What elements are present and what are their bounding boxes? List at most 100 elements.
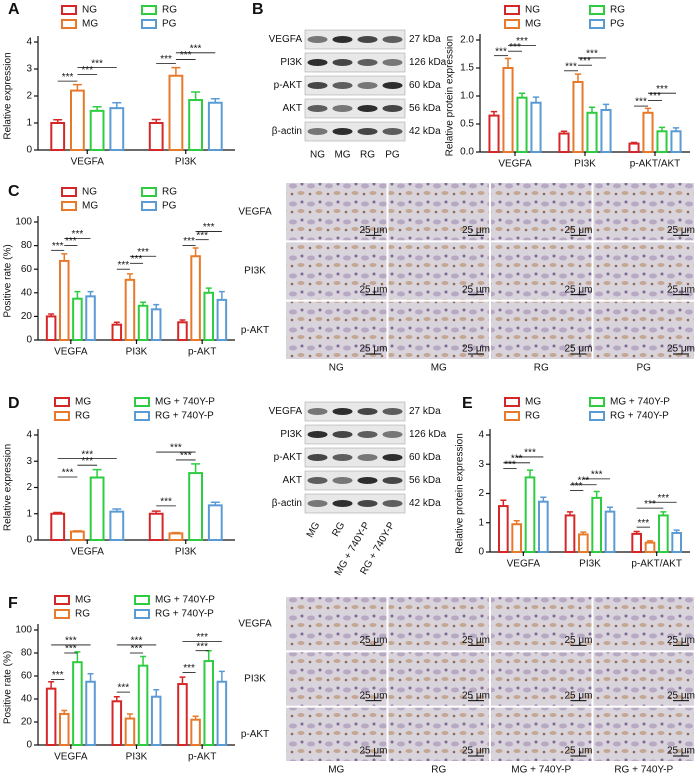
error-bar xyxy=(192,247,199,257)
y-tick-label: 0 xyxy=(478,547,484,558)
legend-swatch xyxy=(54,411,70,421)
bar xyxy=(207,504,223,542)
significance-label: *** xyxy=(170,443,182,454)
legend-swatch xyxy=(141,201,157,211)
legend-label: MG xyxy=(82,201,98,212)
bar xyxy=(488,114,500,153)
y-tick-label: 20 xyxy=(21,311,33,322)
bar xyxy=(190,255,201,341)
ihc-image xyxy=(286,301,387,359)
blot-band xyxy=(332,431,353,438)
blot-band xyxy=(332,477,353,484)
error-bar xyxy=(513,519,520,525)
y-tick-label: 3 xyxy=(478,459,484,470)
error-bar xyxy=(602,103,610,110)
blot-strip xyxy=(304,29,406,50)
bar xyxy=(656,130,668,153)
blot-band xyxy=(307,408,328,415)
bar xyxy=(670,130,682,153)
significance-label: *** xyxy=(52,670,64,681)
legend-label: MG xyxy=(525,397,541,408)
legend-swatch xyxy=(54,595,70,605)
scale-label: 25 μm xyxy=(667,284,695,295)
legend-swatch xyxy=(54,609,70,619)
bar xyxy=(558,132,570,154)
blot-band xyxy=(332,36,353,43)
panel-label: E xyxy=(462,395,473,412)
ihc-image xyxy=(593,183,694,241)
significance-label: *** xyxy=(91,58,103,69)
significance-label: *** xyxy=(591,470,603,481)
blot-strip xyxy=(304,401,406,422)
significance-label: *** xyxy=(52,241,64,252)
y-tick-label: 3 xyxy=(26,456,32,467)
bar xyxy=(578,533,589,554)
significance-label: *** xyxy=(577,475,589,486)
protein-label: AKT xyxy=(283,103,302,114)
significance-label: *** xyxy=(657,493,669,504)
bar xyxy=(58,259,70,341)
y-tick-label: 40 xyxy=(21,694,33,705)
significance-label: *** xyxy=(180,451,192,462)
bar xyxy=(591,496,602,554)
panel-label: F xyxy=(8,595,18,612)
blot-strip xyxy=(304,52,406,73)
error-bar xyxy=(500,499,507,507)
legend-label: MG + 740Y-P xyxy=(610,397,670,408)
error-bar xyxy=(74,651,81,663)
error-bar xyxy=(151,510,161,514)
bar xyxy=(628,142,640,154)
kda-label: 27 kDa xyxy=(409,34,441,45)
blot-band xyxy=(357,500,378,507)
bar xyxy=(538,500,549,554)
y-tick-label: 1 xyxy=(478,517,484,528)
scale-label: 25 μm xyxy=(462,746,490,757)
protein-label: β-actin xyxy=(272,498,302,509)
protein-label: PI3K xyxy=(280,429,302,440)
legend-swatch xyxy=(61,19,77,29)
significance-label: *** xyxy=(495,46,507,57)
bar xyxy=(72,661,83,747)
blot-band xyxy=(382,105,403,112)
y-tick-label: 2 xyxy=(478,488,484,499)
significance-label: *** xyxy=(635,97,647,108)
bar xyxy=(671,531,682,553)
blot-band xyxy=(307,82,328,89)
y-axis-label: Relative expression xyxy=(3,52,14,139)
significance-label: *** xyxy=(131,636,143,647)
y-axis-label: Relative protein expression xyxy=(445,36,456,157)
x-tick-label: PI3K xyxy=(574,159,596,170)
error-bar xyxy=(53,511,63,514)
error-bar xyxy=(140,301,147,306)
protein-label: AKT xyxy=(283,475,302,486)
ihc-image xyxy=(286,707,387,761)
legend-swatch xyxy=(61,187,77,197)
blot-band xyxy=(307,128,328,135)
legend-label: NG xyxy=(82,5,97,16)
significance-label: *** xyxy=(579,56,591,67)
panel-label: B xyxy=(252,1,264,18)
significance-label: *** xyxy=(196,230,208,241)
y-tick-label: 1.5 xyxy=(460,63,474,74)
bar xyxy=(631,532,642,553)
error-bar xyxy=(179,676,186,685)
ihc-row-label: p-AKT xyxy=(241,325,269,336)
y-axis-label: Positive rate (%) xyxy=(3,244,14,317)
error-bar xyxy=(112,508,122,512)
legend-swatch xyxy=(134,595,150,605)
ihc-column-label: MG xyxy=(328,765,344,776)
error-bar xyxy=(61,253,68,261)
y-axis-label: Relative protein expression xyxy=(455,433,466,554)
blot-band xyxy=(332,128,353,135)
blot-band xyxy=(357,128,378,135)
blot-band xyxy=(357,454,378,461)
blot-band xyxy=(357,477,378,484)
legend-label: PG xyxy=(162,201,177,212)
blot-band xyxy=(357,431,378,438)
kda-label: 42 kDa xyxy=(409,498,441,509)
significance-label: *** xyxy=(180,50,192,61)
x-tick-label: PI3K xyxy=(175,547,197,558)
scale-label: 25 μm xyxy=(360,635,388,646)
y-tick-label: 4 xyxy=(478,430,484,441)
blot-band xyxy=(382,36,403,43)
